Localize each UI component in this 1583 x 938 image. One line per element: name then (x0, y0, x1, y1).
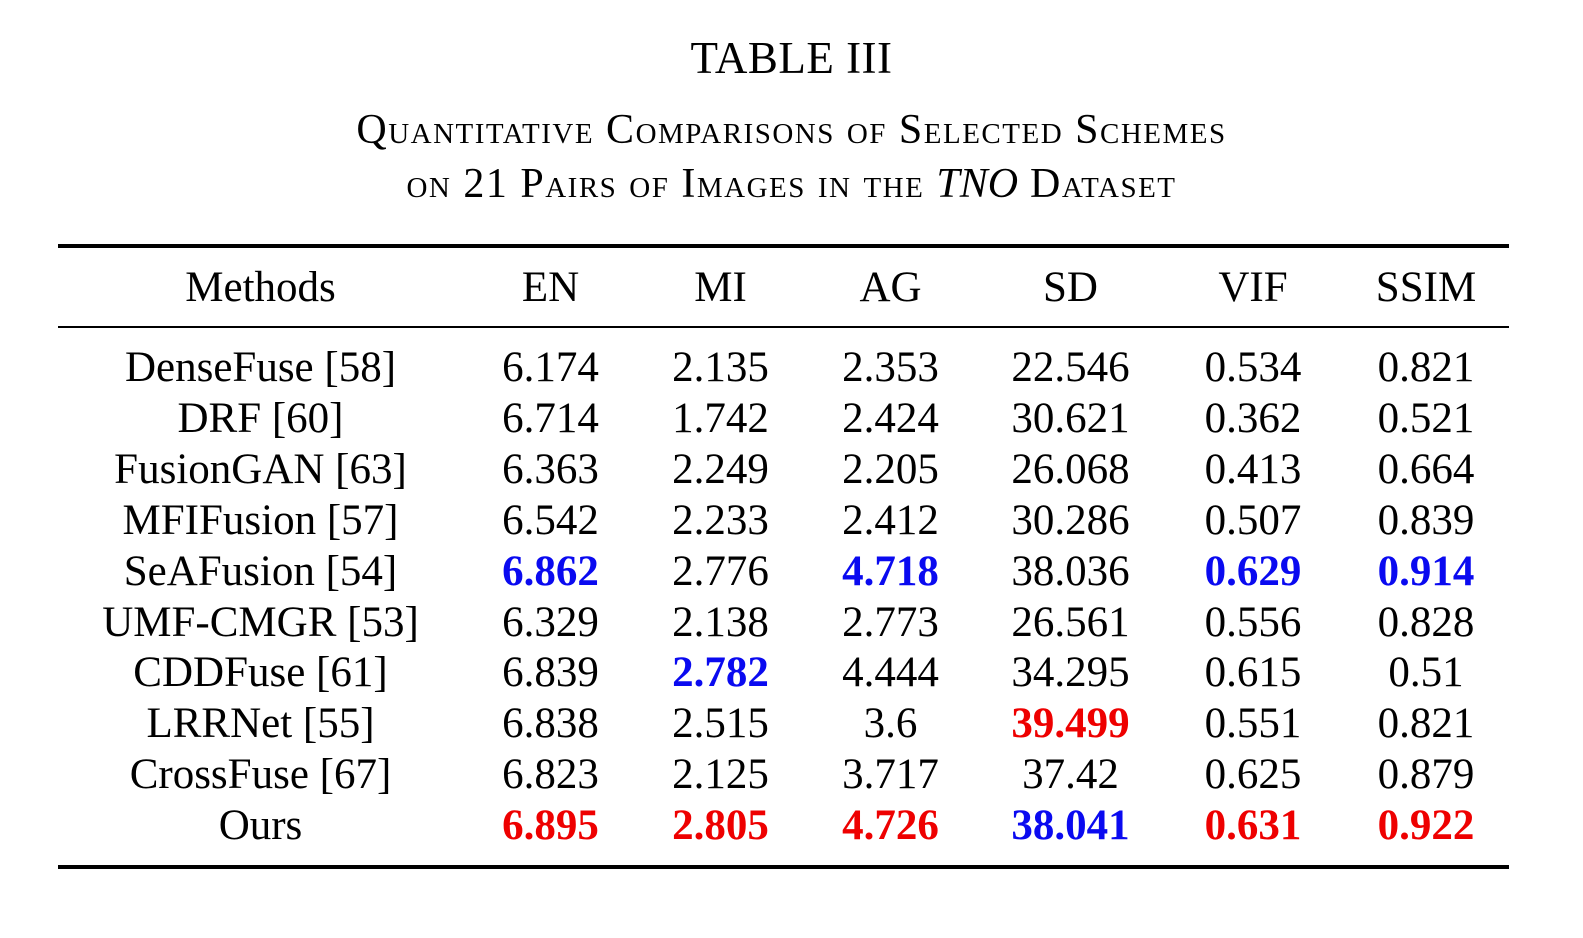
ssim-value-cell: 0.839 (1377, 496, 1475, 544)
header-sd: SD (1043, 264, 1098, 311)
header-ag: AG (859, 264, 922, 311)
mi-value-cell: 2.805 (672, 802, 769, 850)
sd-value-cell: 38.036 (1011, 547, 1130, 595)
table-row: LRRNet [55] 6.838 2.515 3.6 39.499 0.551 0.821 (58, 698, 1509, 749)
method-name-cell: FusionGAN [63] (114, 445, 407, 493)
ssim-value-cell: 0.879 (1377, 751, 1475, 799)
method-name-cell: DRF [60] (177, 394, 344, 442)
caption-suffix: Dataset (1018, 161, 1177, 207)
vif-value-cell: 0.556 (1204, 598, 1302, 646)
ag-value-cell: 4.726 (842, 802, 939, 850)
ssim-value-cell: 0.828 (1377, 598, 1475, 646)
vif-value-cell: 0.551 (1204, 700, 1302, 748)
method-name-cell: CDDFuse [61] (133, 649, 388, 697)
table-row: CrossFuse [67] 6.823 2.125 3.717 37.42 0.625 0… (58, 749, 1509, 800)
table-bottom-rule (58, 865, 1509, 869)
sd-value-cell: 26.561 (1011, 598, 1130, 646)
en-value-cell: 6.862 (502, 547, 599, 595)
method-name-cell: LRRNet [55] (146, 700, 375, 748)
header-mi: MI (694, 264, 747, 311)
vif-value-cell: 0.534 (1204, 344, 1302, 391)
header-en: EN (521, 264, 580, 311)
table-row: DenseFuse [58] 6.174 2.135 2.353 22.546 0.534… (58, 342, 1509, 393)
table-caption-line-1: Quantitative Comparisons of Selected Sch… (356, 107, 1227, 153)
header-methods: Methods (185, 264, 336, 311)
ag-value-cell: 2.773 (842, 598, 939, 646)
mi-value-cell: 2.249 (672, 445, 769, 493)
sd-value-cell: 30.621 (1011, 394, 1130, 442)
en-value-cell: 6.714 (502, 394, 599, 442)
method-name-cell: Ours (218, 802, 303, 850)
ssim-value-cell: 0.821 (1377, 344, 1475, 391)
table-top-rule (58, 244, 1509, 248)
mi-value-cell: 2.782 (672, 649, 769, 697)
method-name-cell: DenseFuse [58] (124, 344, 397, 391)
en-value-cell: 6.839 (502, 649, 599, 697)
mi-value-cell: 2.135 (672, 344, 769, 391)
ag-value-cell: 2.205 (842, 445, 939, 493)
table-row: UMF-CMGR [53] 6.329 2.138 2.773 26.561 0.556 0… (58, 597, 1509, 648)
method-name-cell: MFIFusion [57] (122, 496, 399, 544)
vif-value-cell: 0.413 (1204, 445, 1302, 493)
table-row: FusionGAN [63] 6.363 2.249 2.205 26.068 0.413… (58, 444, 1509, 495)
ssim-value-cell: 0.914 (1377, 547, 1475, 595)
ag-value-cell: 4.718 (842, 547, 939, 595)
vif-value-cell: 0.625 (1204, 751, 1302, 799)
sd-value-cell: 37.42 (1022, 751, 1119, 799)
sd-value-cell: 26.068 (1011, 445, 1130, 493)
table-row: DRF [60] 6.714 1.742 2.424 30.621 0.362 0.521 (58, 393, 1509, 444)
en-value-cell: 6.895 (502, 802, 599, 850)
mi-value-cell: 2.776 (672, 547, 769, 595)
sd-value-cell: 30.286 (1011, 496, 1130, 544)
header-ssim: SSIM (1375, 264, 1477, 311)
mi-value-cell: 2.233 (672, 496, 769, 544)
sd-value-cell: 38.041 (1011, 802, 1130, 850)
table-row: CDDFuse [61] 6.839 2.782 4.444 34.295 0.615 0.… (58, 647, 1509, 698)
mi-value-cell: 1.742 (672, 394, 769, 442)
ssim-value-cell: 0.51 (1388, 649, 1464, 697)
method-name-cell: SeAFusion [54] (123, 547, 398, 595)
table-caption-line-2: on 21 Pairs of Images in the TNO Dataset (0, 156, 1583, 212)
ag-value-cell: 3.717 (842, 751, 939, 799)
sd-value-cell: 39.499 (1011, 700, 1130, 748)
ag-value-cell: 2.424 (842, 394, 939, 442)
en-value-cell: 6.174 (502, 344, 599, 391)
table-row: SeAFusion [54] 6.862 2.776 4.718 38.036 0.629… (58, 546, 1509, 597)
vif-value-cell: 0.629 (1204, 547, 1302, 595)
ag-value-cell: 3.6 (863, 700, 918, 748)
ag-value-cell: 2.412 (842, 496, 939, 544)
mi-value-cell: 2.138 (672, 598, 769, 646)
ssim-value-cell: 0.664 (1377, 445, 1475, 493)
header-vif: VIF (1218, 264, 1288, 311)
en-value-cell: 6.363 (502, 445, 599, 493)
mi-value-cell: 2.515 (672, 700, 769, 748)
method-name-cell: CrossFuse [67] (129, 751, 392, 799)
sd-value-cell: 34.295 (1011, 649, 1130, 697)
ssim-value-cell: 0.521 (1377, 394, 1475, 442)
ssim-value-cell: 0.922 (1377, 802, 1475, 850)
method-name-cell: UMF-CMGR [53] (102, 598, 419, 646)
caption-dataset-name: TNO (936, 161, 1019, 207)
caption-prefix: on 21 Pairs of Images in the (406, 161, 937, 207)
vif-value-cell: 0.362 (1204, 394, 1302, 442)
en-value-cell: 6.542 (502, 496, 599, 544)
vif-value-cell: 0.507 (1204, 496, 1302, 544)
mi-value-cell: 2.125 (672, 751, 769, 799)
table-header-rule (58, 326, 1509, 328)
table-label: TABLE III (690, 33, 893, 83)
ag-value-cell: 4.444 (842, 649, 939, 697)
en-value-cell: 6.838 (502, 700, 599, 748)
table-header-row: Methods EN MI AG SD VIF SSIM (58, 262, 1509, 313)
en-value-cell: 6.329 (502, 598, 599, 646)
ag-value-cell: 2.353 (842, 344, 939, 391)
table-row: MFIFusion [57] 6.542 2.233 2.412 30.286 0.507… (58, 495, 1509, 546)
sd-value-cell: 22.546 (1011, 344, 1130, 391)
en-value-cell: 6.823 (502, 751, 599, 799)
table-row: Ours 6.895 2.805 4.726 38.041 0.631 0.922 (58, 800, 1509, 851)
vif-value-cell: 0.615 (1204, 649, 1302, 697)
vif-value-cell: 0.631 (1204, 802, 1302, 850)
ssim-value-cell: 0.821 (1377, 700, 1475, 748)
